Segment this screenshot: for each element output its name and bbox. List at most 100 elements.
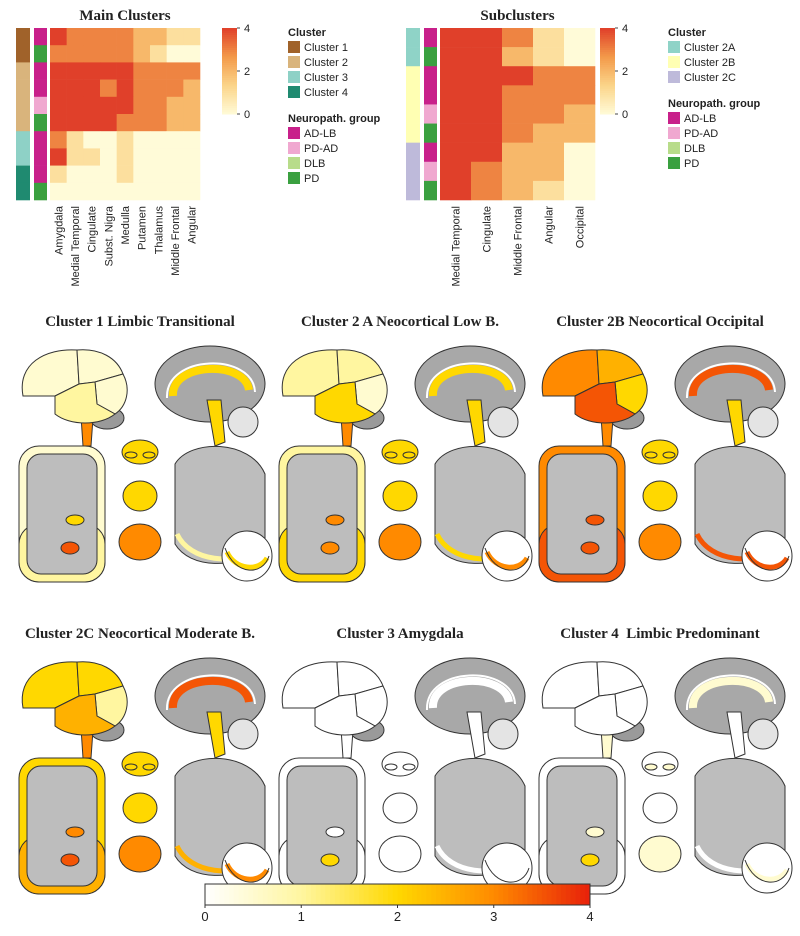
- heatmap-cell: [440, 180, 472, 201]
- heatmap-cell: [183, 62, 201, 80]
- colorbar-step: [339, 884, 346, 905]
- colorbar-step: [229, 884, 235, 905]
- heatmap-cell: [50, 79, 67, 98]
- heatmap-title: Subclusters: [480, 8, 554, 24]
- heatmap-cell: [564, 28, 596, 48]
- medulla-section: [378, 835, 422, 873]
- legend-label: Cluster 2C: [684, 72, 736, 84]
- heatmap-cell: [440, 85, 472, 105]
- pons-section: [642, 480, 678, 512]
- scale-step: [222, 49, 237, 53]
- colorbar-tick-label: 1: [298, 909, 305, 924]
- legend-label: Cluster 2A: [684, 42, 736, 54]
- heatmap-title: Main Clusters: [79, 8, 170, 24]
- heatmap-cell: [50, 62, 67, 80]
- colorbar-step: [359, 884, 365, 905]
- legend-label: AD-LB: [684, 113, 716, 125]
- heatmap-cell: [100, 62, 117, 80]
- legend-swatch: [668, 157, 680, 169]
- scale-step: [600, 101, 615, 104]
- colorbar-step: [493, 884, 500, 905]
- midbrain-section: [381, 439, 419, 465]
- colorbar-step: [277, 884, 283, 905]
- heatmap-cell: [150, 114, 167, 132]
- scale-step: [600, 40, 615, 44]
- heatmap-cell: [166, 79, 184, 98]
- cluster-bar: [16, 79, 30, 98]
- heatmap-cell: [471, 104, 503, 124]
- group-bar: [424, 142, 437, 163]
- heatmap-cell: [50, 28, 67, 46]
- heatmap-cell: [183, 45, 201, 63]
- heatmap-cell: [100, 96, 117, 115]
- heatmap-cell: [471, 180, 503, 201]
- colorbar-step: [363, 884, 370, 905]
- heatmap-cell: [116, 62, 134, 80]
- colorbar-step: [378, 884, 384, 905]
- column-label: Middle Frontal: [513, 206, 525, 276]
- brain-panel: [538, 657, 793, 895]
- heatmap-cell: [440, 123, 472, 143]
- pons-section: [382, 792, 418, 824]
- scale-step: [600, 73, 615, 76]
- heatmap-cell: [471, 85, 503, 105]
- legend-swatch: [288, 56, 300, 68]
- cerebellum-medial: [747, 406, 779, 438]
- legend-swatch: [288, 41, 300, 53]
- group-bar: [424, 180, 437, 201]
- heatmap-cell: [133, 79, 151, 98]
- scale-step: [222, 79, 237, 83]
- scale-step: [222, 45, 237, 48]
- temporal-lobe: [314, 693, 376, 736]
- heatmap-cell: [83, 182, 101, 201]
- colorbar-step: [440, 884, 447, 905]
- legend-swatch: [668, 56, 680, 68]
- amygdala: [60, 541, 80, 555]
- colorbar-step: [431, 884, 437, 905]
- scale-tick-label: 2: [622, 66, 628, 78]
- scale-step: [222, 81, 237, 85]
- column-label: Angular: [187, 206, 199, 244]
- heatmap-cell: [83, 148, 101, 166]
- scale-step: [600, 71, 615, 74]
- scale-tick-label: 4: [244, 23, 250, 35]
- colorbar-step: [373, 884, 379, 905]
- hippocampus: [484, 862, 530, 882]
- medial-hemisphere: [414, 345, 526, 423]
- heatmap-cell: [116, 148, 134, 166]
- heatmap-cell: [502, 47, 534, 67]
- colorbar-step: [296, 884, 302, 905]
- cluster-bar: [16, 182, 30, 201]
- scale-step: [600, 88, 615, 91]
- colorbar-tick-label: 4: [586, 909, 593, 924]
- scale-step: [600, 96, 615, 100]
- scale-step: [222, 92, 237, 96]
- heatmap-cell: [133, 182, 151, 201]
- heatmap-cell: [440, 47, 472, 67]
- legend-title: Neuropath. group: [668, 98, 761, 110]
- colorbar-tick-label: 3: [490, 909, 497, 924]
- group-bar: [424, 104, 437, 124]
- colorbar-step: [392, 884, 398, 905]
- heatmap-cell: [133, 165, 151, 184]
- scale-step: [222, 51, 237, 55]
- colorbar-tick-label: 2: [394, 909, 401, 924]
- heatmap-cell: [83, 165, 101, 184]
- colorbar-step: [253, 884, 259, 905]
- group-bar: [424, 66, 437, 86]
- heatmap-cell: [150, 148, 167, 166]
- scale-step: [222, 105, 237, 109]
- heatmap-cell: [133, 114, 151, 132]
- heatmap-cell: [183, 114, 201, 132]
- colorbar-step: [580, 884, 586, 905]
- heatmap-cell: [116, 79, 134, 98]
- hippocampus-outline: [744, 859, 790, 883]
- column-label: Subst. Nigra: [103, 205, 115, 266]
- cluster-bar: [406, 123, 420, 143]
- scale-step: [222, 103, 237, 106]
- colorbar-step: [344, 884, 350, 905]
- cingulate-outline: [685, 362, 776, 399]
- cingulate: [169, 365, 253, 397]
- cingulate-outline: [165, 674, 256, 711]
